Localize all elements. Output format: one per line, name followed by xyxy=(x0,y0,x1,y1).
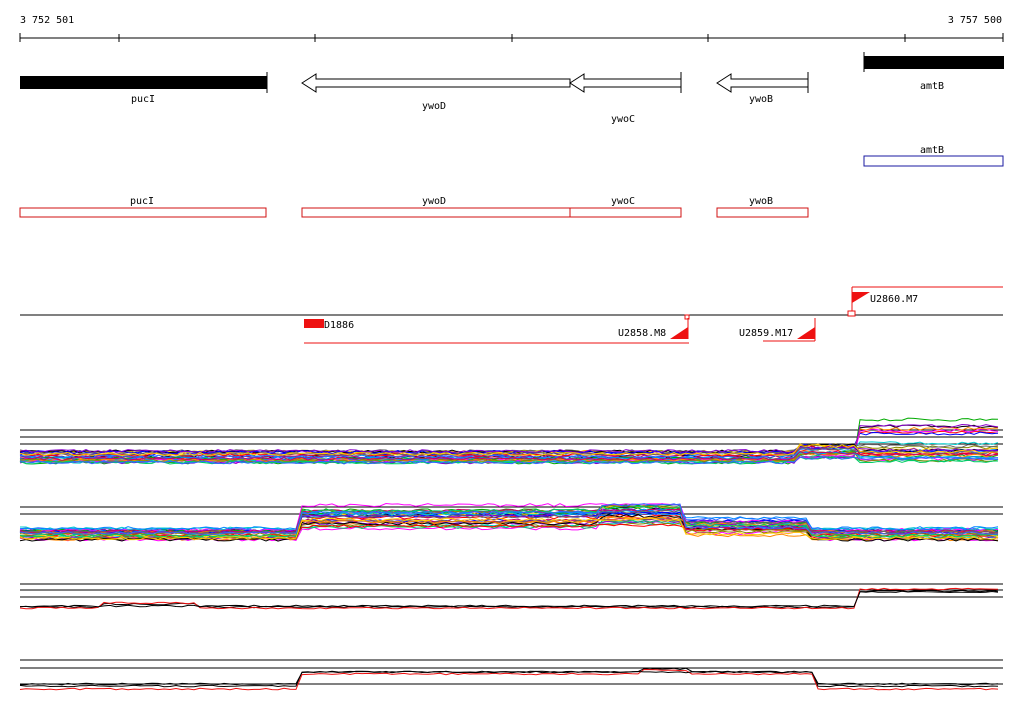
gene-track: pucI ywoD ywoC ywoB amtB xyxy=(20,52,1004,125)
annotation-red-box-ywod[interactable] xyxy=(301,207,571,218)
expression-trace xyxy=(19,450,999,461)
expression-trace xyxy=(19,502,999,532)
expression-trace xyxy=(19,668,999,691)
expression-panel-4 xyxy=(19,659,1003,691)
expression-trace xyxy=(19,444,999,457)
annotation-red-label-ywob: ywoB xyxy=(749,196,773,207)
annotation-blue-label-amtb: amtB xyxy=(920,145,944,156)
expression-trace xyxy=(19,505,999,538)
expression-panel-1 xyxy=(19,417,1003,465)
expression-trace xyxy=(19,503,999,535)
coordinate-ruler: 3 752 501 3 757 500 xyxy=(19,15,1004,42)
annotation-red-box-ywoc[interactable] xyxy=(569,207,682,218)
expression-trace xyxy=(19,590,999,608)
expression-trace xyxy=(19,587,999,610)
transcription-unit-track: D1886 U2858.M8 U2859.M17 U2860.M7 xyxy=(20,286,1003,344)
ruler-start-label: 3 752 501 xyxy=(20,15,74,26)
gene-amtb[interactable]: amtB xyxy=(863,52,1004,92)
tu-label-u2860: U2860.M7 xyxy=(870,294,918,305)
tu-label-u2858: U2858.M8 xyxy=(618,328,666,339)
expression-trace xyxy=(19,517,999,541)
gene-label-ywoc: ywoC xyxy=(611,114,635,125)
tu-u2859[interactable]: U2859.M17 xyxy=(739,318,816,342)
tu-u2860[interactable]: U2860.M7 xyxy=(847,286,1003,317)
gene-label-puci: pucI xyxy=(131,94,155,105)
gene-puci[interactable]: pucI xyxy=(20,72,268,105)
annotation-red-box-puci[interactable] xyxy=(19,207,267,218)
gene-label-ywod: ywoD xyxy=(422,101,446,112)
expression-trace xyxy=(19,447,999,456)
annotation-red-label-ywoc: ywoC xyxy=(611,196,635,207)
tu-label-u2859: U2859.M17 xyxy=(739,328,793,339)
expression-panel-3 xyxy=(19,583,1003,610)
expression-trace xyxy=(19,456,999,465)
expression-trace xyxy=(19,670,999,686)
gene-label-amtb: amtB xyxy=(920,81,944,92)
gene-ywoc[interactable]: ywoC xyxy=(569,72,682,125)
gene-ywod[interactable]: ywoD xyxy=(301,73,571,112)
ruler-end-label: 3 757 500 xyxy=(948,15,1002,26)
tu-u2858[interactable]: U2858.M8 xyxy=(618,314,690,339)
annotation-track-red: pucI ywoD ywoC ywoB xyxy=(19,196,809,218)
expression-trace xyxy=(19,509,999,535)
expression-trace xyxy=(19,451,999,463)
tu-label-d1886: D1886 xyxy=(324,320,354,331)
annotation-red-label-puci: pucI xyxy=(130,196,154,207)
annotation-red-box-ywob[interactable] xyxy=(716,207,809,218)
annotation-track-blue: amtB xyxy=(863,145,1004,167)
annotation-blue-box-amtb[interactable] xyxy=(863,155,1004,167)
gene-ywob[interactable]: ywoB xyxy=(716,72,809,105)
tu-d1886[interactable]: D1886 xyxy=(304,319,689,344)
expression-panel-2 xyxy=(19,502,1003,542)
annotation-red-label-ywod: ywoD xyxy=(422,196,446,207)
gene-label-ywob: ywoB xyxy=(749,94,773,105)
